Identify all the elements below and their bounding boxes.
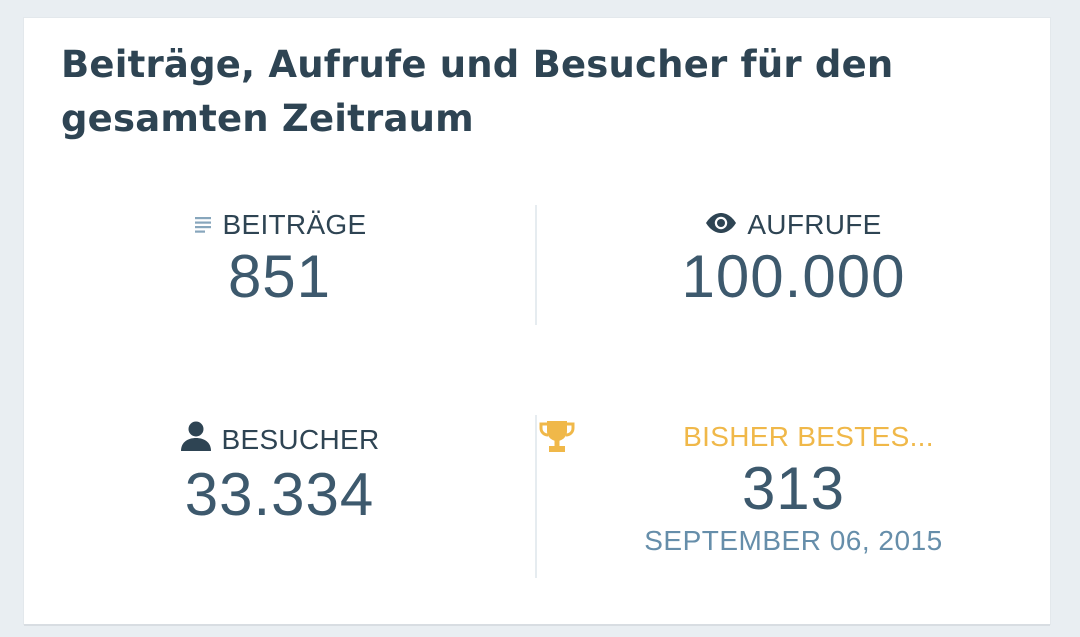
stat-visitors-value: 33.334 — [184, 461, 375, 528]
stat-best-value: 313 — [741, 455, 846, 522]
stats-card: Beiträge, Aufrufe und Besucher für den g… — [24, 18, 1050, 624]
stat-views-label: AUFRUFE — [747, 209, 882, 240]
stat-posts: BEITRÄGE 851 — [24, 208, 535, 312]
stat-posts-value: 851 — [227, 243, 332, 310]
stat-best-label: BISHER BESTES... — [683, 421, 934, 452]
stat-views-value: 100.000 — [681, 243, 906, 310]
posts-icon — [193, 208, 213, 242]
stat-views: AUFRUFE 100.000 — [537, 208, 1050, 312]
column-divider-bottom — [535, 415, 537, 578]
stat-visitors: BESUCHER 33.334 — [24, 420, 535, 530]
stat-visitors-label: BESUCHER — [221, 424, 380, 455]
trophy-icon — [538, 418, 576, 456]
stat-posts-label: BEITRÄGE — [222, 209, 367, 240]
stat-views-label-row: AUFRUFE — [537, 208, 1050, 242]
stat-posts-label-row: BEITRÄGE — [24, 208, 535, 242]
column-divider-top — [535, 205, 537, 325]
eye-icon — [705, 208, 737, 242]
card-title: Beiträge, Aufrufe und Besucher für den g… — [61, 43, 894, 140]
person-icon — [180, 420, 212, 460]
stat-best: BISHER BESTES... 313 SEPTEMBER 06, 2015 — [537, 420, 1050, 558]
stat-best-date: SEPTEMBER 06, 2015 — [644, 525, 943, 556]
stat-visitors-label-row: BESUCHER — [24, 420, 535, 460]
